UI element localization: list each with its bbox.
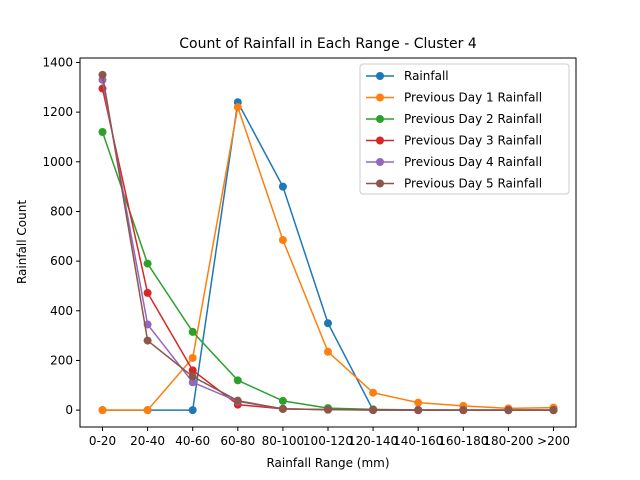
data-point	[324, 405, 332, 414]
data-point	[143, 259, 152, 268]
data-point	[369, 388, 378, 397]
data-point	[369, 405, 378, 414]
data-point	[188, 327, 197, 336]
legend-swatch-marker	[376, 72, 384, 80]
data-point	[143, 336, 152, 345]
data-point	[504, 406, 513, 415]
legend-label: Previous Day 4 Rainfall	[404, 155, 542, 169]
data-point	[233, 396, 242, 405]
data-point	[459, 406, 468, 415]
data-point	[143, 406, 152, 415]
data-point	[278, 404, 287, 413]
x-tick-label: 120-140	[348, 434, 398, 448]
series-6	[98, 70, 558, 415]
data-point	[278, 396, 287, 405]
data-point	[233, 103, 242, 112]
data-point	[98, 406, 107, 415]
y-tick-label: 400	[50, 304, 73, 318]
data-point	[98, 70, 107, 79]
legend-label: Previous Day 2 Rainfall	[404, 112, 542, 126]
data-point	[414, 398, 423, 407]
data-point	[278, 236, 287, 245]
data-point	[188, 406, 197, 415]
x-tick-label: 40-60	[175, 434, 210, 448]
data-point	[414, 406, 423, 415]
chart-title: Count of Rainfall in Each Range - Cluste…	[179, 36, 477, 52]
legend-item: Previous Day 5 Rainfall	[366, 177, 542, 191]
series-2	[98, 103, 558, 415]
legend-label: Previous Day 3 Rainfall	[404, 134, 542, 148]
x-axis: 0-20 20-40 40-60 60-80 80-100100-120120-1401…	[89, 427, 570, 448]
y-axis: 0 200 400 600 800 1000 1200 1400	[42, 55, 80, 417]
y-axis-label: Rainfall Count	[15, 200, 29, 284]
y-tick-label: 1200	[42, 105, 73, 119]
data-point	[233, 376, 242, 385]
x-tick-label: 160-180	[438, 434, 488, 448]
legend-label: Previous Day 1 Rainfall	[404, 91, 542, 105]
x-tick-label: 140-160	[393, 434, 443, 448]
x-tick-label: 0-20	[89, 434, 116, 448]
data-point	[188, 353, 197, 362]
data-point	[188, 366, 197, 375]
y-tick-label: 0	[65, 403, 73, 417]
legend-box	[359, 63, 570, 195]
legend-swatch-marker	[376, 136, 384, 145]
legend-label: Previous Day 5 Rainfall	[404, 177, 542, 191]
y-tick-label: 1000	[42, 155, 73, 169]
y-tick-label: 200	[50, 353, 73, 367]
data-point	[188, 378, 197, 387]
x-tick-label: >200	[537, 434, 570, 448]
data-point	[324, 347, 332, 356]
data-point	[188, 372, 197, 381]
y-tick-label: 1400	[42, 55, 73, 69]
data-point	[549, 406, 558, 415]
legend-swatch-marker	[376, 179, 384, 188]
legend-item: Previous Day 3 Rainfall	[366, 134, 542, 148]
legend-swatch-marker	[376, 93, 384, 102]
y-tick-label: 600	[50, 254, 73, 268]
legend-item: Rainfall	[366, 69, 449, 83]
x-tick-label: 80-100	[262, 434, 305, 448]
x-tick-label: 100-120	[303, 434, 353, 448]
data-point	[143, 288, 152, 297]
data-point	[278, 182, 287, 191]
legend-swatch-marker	[376, 158, 384, 166]
y-tick-label: 800	[50, 204, 73, 218]
legend-label: Rainfall	[404, 69, 449, 83]
x-tick-label: 60-80	[220, 434, 255, 448]
legend-item: Previous Day 2 Rainfall	[366, 112, 542, 126]
data-point	[98, 127, 107, 136]
legend-item: Previous Day 4 Rainfall	[366, 155, 542, 169]
x-tick-label: 180-200	[483, 434, 533, 448]
legend: Rainfall Previous Day 1 Rainfall Previous …	[359, 63, 570, 195]
legend-swatch-marker	[376, 115, 384, 123]
legend-item: Previous Day 1 Rainfall	[366, 91, 542, 105]
series-group	[98, 70, 558, 415]
data-point	[324, 319, 332, 328]
x-axis-label: Rainfall Range (mm)	[266, 456, 389, 470]
x-tick-label: 20-40	[130, 434, 165, 448]
